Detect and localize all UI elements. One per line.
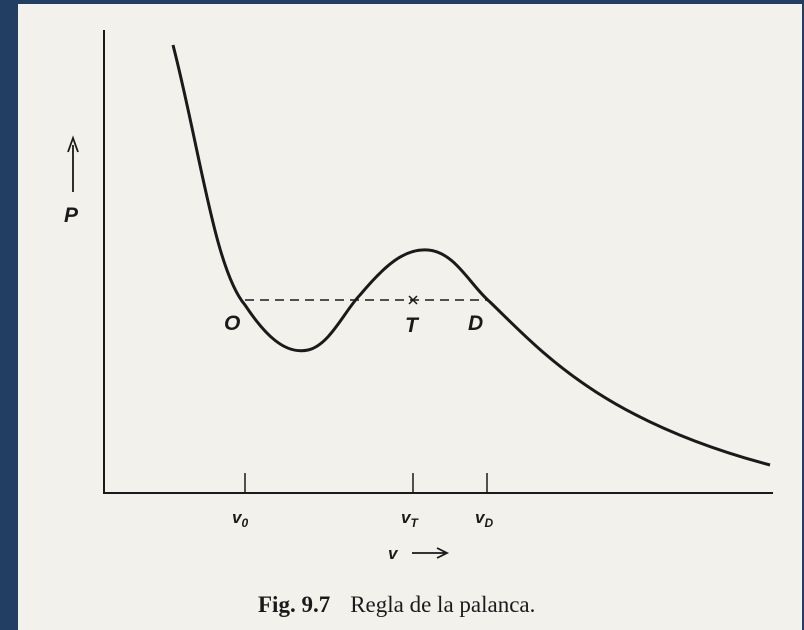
point-mark — [408, 295, 418, 305]
caption: Fig. 9.7 Regla de la palanca. — [258, 592, 535, 617]
point-label: O — [224, 312, 240, 335]
tick-label: v0 — [232, 508, 248, 530]
point-label: T — [405, 314, 420, 337]
page — [18, 4, 802, 630]
tick-label: vD — [475, 508, 493, 530]
point-label: D — [468, 312, 483, 335]
y-arrow — [67, 135, 79, 192]
tick-sub: T — [410, 516, 419, 530]
y-axis-label: P — [64, 204, 79, 227]
x-axis-label: v — [388, 544, 399, 563]
tick-main: v — [401, 508, 412, 527]
tick-sub: 0 — [241, 516, 248, 530]
tick-main: v — [475, 508, 486, 527]
tick-main: v — [232, 508, 243, 527]
x-arrow — [412, 547, 450, 559]
isotherm-curve — [171, 44, 771, 467]
tick-sub: D — [484, 516, 493, 530]
caption-text: Regla de la palanca. — [350, 592, 535, 617]
caption-number: Fig. 9.7 — [258, 592, 330, 617]
tick-label: vT — [401, 508, 419, 530]
